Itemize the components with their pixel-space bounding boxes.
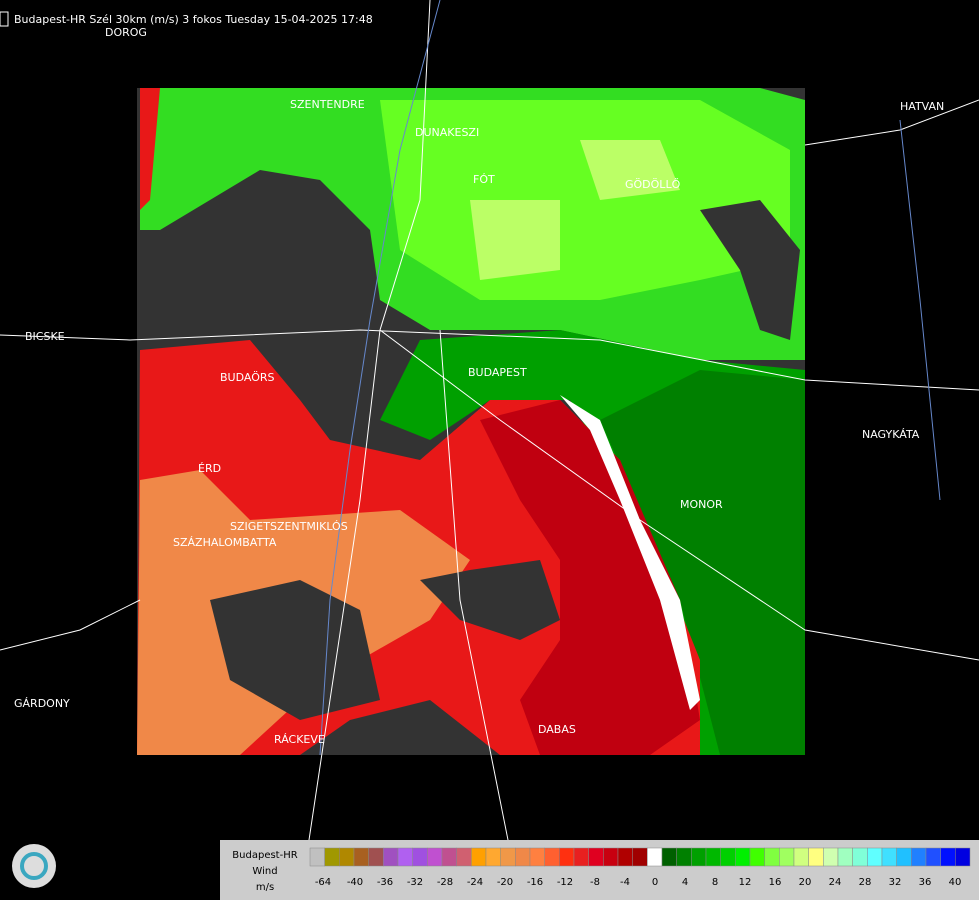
rivers <box>319 0 941 756</box>
legend-swatch <box>779 847 795 867</box>
legend-swatch <box>735 847 751 867</box>
legend-tick-label: 20 <box>799 877 812 888</box>
legend-tick-label: 4 <box>682 877 688 888</box>
legend-tick-label: 28 <box>859 877 872 888</box>
legend-swatch <box>559 847 575 867</box>
legend-swatch <box>896 847 912 867</box>
legend-swatch <box>852 847 868 867</box>
legend-swatch <box>544 847 560 867</box>
logo <box>12 844 56 888</box>
legend-swatch <box>339 847 355 867</box>
legend-tick-label: -8 <box>590 877 600 888</box>
place-label: MONOR <box>680 498 723 511</box>
place-label: BUDAPEST <box>468 366 527 379</box>
legend-tick-label: 40 <box>949 877 962 888</box>
legend-swatch <box>617 847 633 867</box>
legend-swatch <box>588 847 604 867</box>
legend-swatch <box>456 847 472 867</box>
place-label: DABAS <box>538 723 576 736</box>
legend-swatch <box>720 847 736 867</box>
legend-swatch <box>397 847 413 867</box>
place-label: BUDAÖRS <box>220 371 275 384</box>
legend-unit: m/s <box>256 882 274 893</box>
legend-swatch <box>837 847 853 867</box>
legend-tick-label: 8 <box>712 877 718 888</box>
legend-tick-label: -64 <box>315 877 331 888</box>
legend-swatch <box>647 847 663 867</box>
legend-swatch <box>412 847 428 867</box>
legend-swatch <box>309 847 325 867</box>
legend-swatch <box>441 847 457 867</box>
legend-swatch <box>603 847 619 867</box>
legend-swatch <box>368 847 384 867</box>
legend-swatch <box>471 847 487 867</box>
legend-tick-label: -24 <box>467 877 483 888</box>
place-label: NAGYKÁTA <box>862 428 920 441</box>
legend-quantity: Wind <box>252 866 277 877</box>
legend-tick-label: -12 <box>557 877 573 888</box>
legend-tick-label: 12 <box>739 877 752 888</box>
place-label: FÓT <box>473 173 495 186</box>
legend-swatch <box>632 847 648 867</box>
place-label: DOROG <box>105 26 147 39</box>
legend-swatch <box>867 847 883 867</box>
legend-tick-label: -28 <box>437 877 453 888</box>
legend-swatch <box>676 847 692 867</box>
logo-mark <box>20 852 48 880</box>
legend-swatch <box>911 847 927 867</box>
legend-swatch <box>764 847 780 867</box>
legend-swatch <box>661 847 677 867</box>
legend-swatch <box>485 847 501 867</box>
legend-swatch <box>940 847 956 867</box>
legend-swatch <box>749 847 765 867</box>
radar-field <box>137 88 805 755</box>
place-label: HATVAN <box>900 100 944 113</box>
legend-tick-label: 24 <box>829 877 842 888</box>
place-label: GÖDÖLLŐ <box>625 177 681 191</box>
legend-swatch <box>925 847 941 867</box>
legend-swatch <box>529 847 545 867</box>
place-label: ÉRD <box>198 462 221 475</box>
place-label: SZIGETSZENTMIKLÓS <box>230 520 348 533</box>
menu-icon[interactable] <box>0 11 9 27</box>
legend-swatch <box>955 847 971 867</box>
legend-tick-label: -4 <box>620 877 630 888</box>
legend-swatch <box>705 847 721 867</box>
legend-tick-label: 16 <box>769 877 782 888</box>
place-label: SZÁZHALOMBATTA <box>173 536 277 549</box>
legend-swatch <box>324 847 340 867</box>
legend-tick-label: -40 <box>347 877 363 888</box>
place-label: BICSKE <box>25 330 65 343</box>
legend-station: Budapest-HR <box>232 850 297 861</box>
legend-swatch <box>515 847 531 867</box>
legend-tick-label: -16 <box>527 877 543 888</box>
legend-swatch <box>427 847 443 867</box>
place-label: DUNAKESZI <box>415 126 479 139</box>
place-label: GÁRDONY <box>14 697 70 710</box>
legend-swatch <box>353 847 369 867</box>
legend-tick-label: -20 <box>497 877 513 888</box>
legend: Budapest-HR Wind m/s -64 -40 -36 -32 -28 -24-… <box>220 840 979 900</box>
legend-tick-label: 32 <box>889 877 902 888</box>
legend-swatch <box>383 847 399 867</box>
place-label: RÁCKEVE <box>274 733 325 746</box>
legend-swatch <box>691 847 707 867</box>
place-label: SZENTENDRE <box>290 98 365 111</box>
legend-tick-label: -36 <box>377 877 393 888</box>
legend-swatch <box>793 847 809 867</box>
legend-swatch <box>573 847 589 867</box>
legend-tick-label: 0 <box>652 877 658 888</box>
legend-tick-label: 36 <box>919 877 932 888</box>
legend-swatch <box>808 847 824 867</box>
legend-swatch <box>500 847 516 867</box>
legend-swatch <box>823 847 839 867</box>
legend-tick-label: -32 <box>407 877 423 888</box>
legend-swatch <box>881 847 897 867</box>
title: Budapest-HR Szél 30km (m/s) 3 fokos Tues… <box>14 13 373 26</box>
